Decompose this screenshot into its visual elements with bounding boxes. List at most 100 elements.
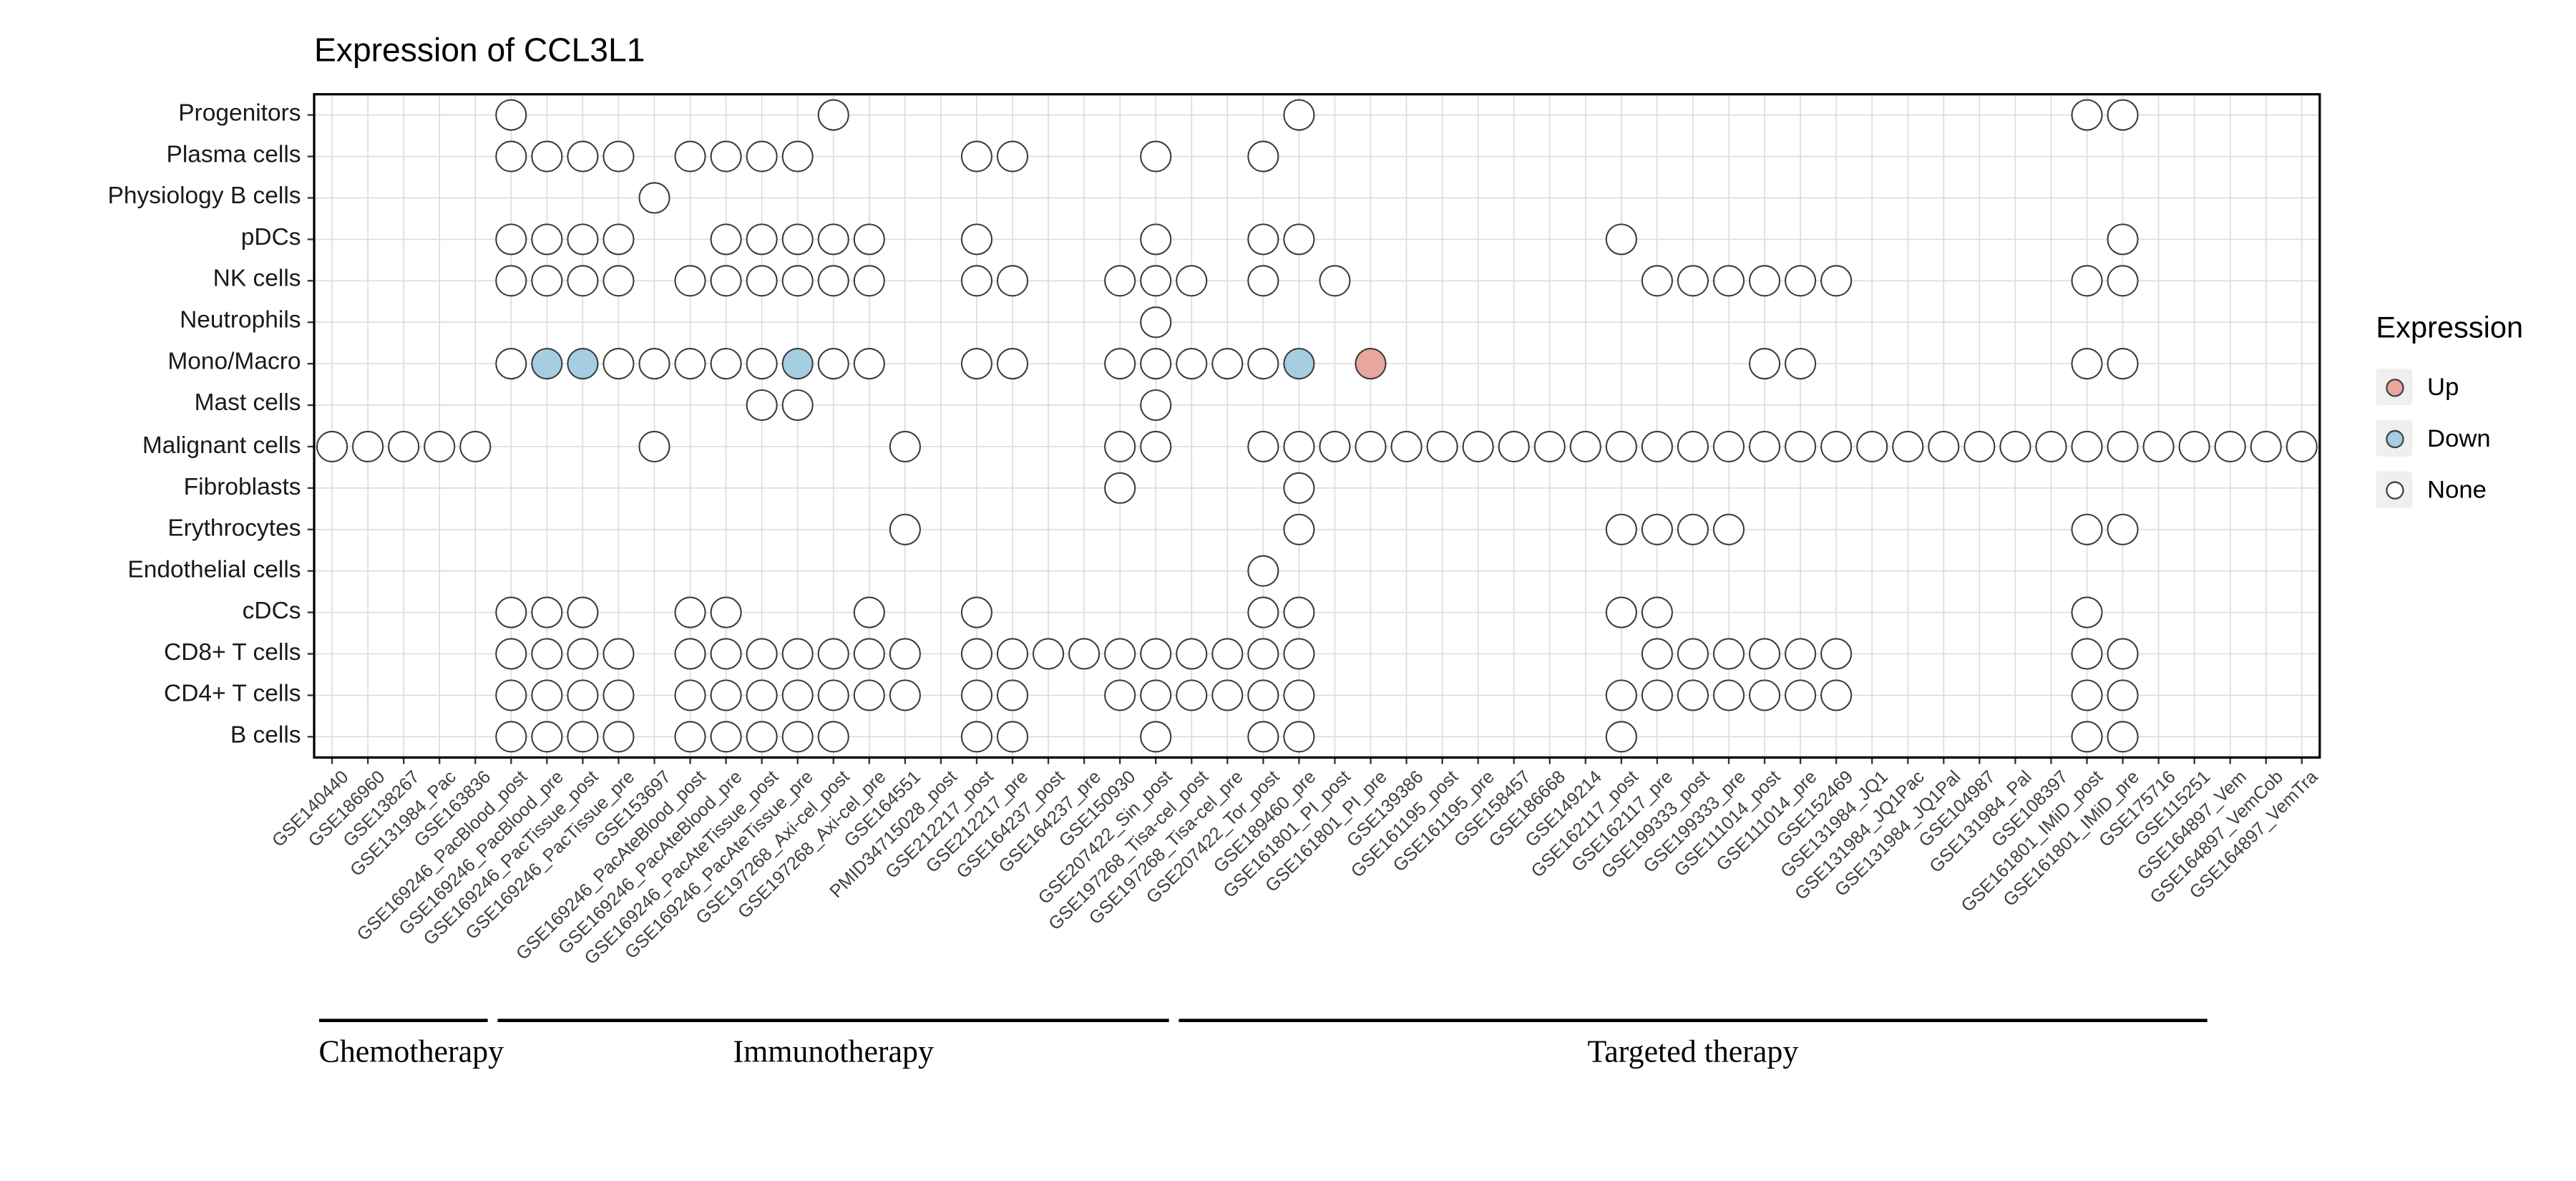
expression-dot-none (316, 430, 348, 463)
expression-dot-none (674, 721, 706, 753)
expression-dot-none (2071, 721, 2103, 753)
expression-dot-none (531, 596, 563, 628)
expression-dot-none (817, 348, 849, 380)
expression-dot-none (746, 348, 778, 380)
expression-dot-none (602, 721, 635, 753)
expression-dot-none (1677, 638, 1709, 670)
legend-item-label: Up (2427, 373, 2459, 402)
y-axis-label: pDCs (240, 225, 301, 252)
expression-dot-none (996, 638, 1029, 670)
expression-dot-none (2107, 99, 2139, 131)
expression-dot-none (1247, 638, 1279, 670)
legend-dot-none-icon (2385, 480, 2404, 499)
expression-dot-none (2285, 430, 2318, 463)
legend-item-label: Down (2427, 424, 2491, 452)
expression-dot-none (602, 140, 635, 172)
expression-dot-none (1605, 513, 1637, 545)
expression-dot-none (1605, 223, 1637, 256)
expression-dot-none (853, 638, 885, 670)
expression-dot-none (1641, 638, 1673, 670)
expression-dot-none (1999, 430, 2031, 463)
expression-dot-none (1283, 99, 1315, 131)
expression-dot-none (960, 140, 993, 172)
expression-dot-none (1283, 596, 1315, 628)
expression-dot-none (1963, 430, 1996, 463)
expression-dot-none (710, 721, 742, 753)
expression-dot-none (2071, 99, 2103, 131)
expression-dot-none (1712, 430, 1745, 463)
expression-dot-none (710, 638, 742, 670)
expression-dot-none (817, 721, 849, 753)
y-axis-label: Physiology B cells (107, 183, 301, 210)
expression-dot-none (781, 638, 814, 670)
expression-dot-none (889, 513, 921, 545)
expression-dot-none (1677, 513, 1709, 545)
expression-dot-none (746, 223, 778, 256)
therapy-group-label: Targeted therapy (1587, 1035, 1799, 1070)
expression-dot-down (567, 348, 599, 380)
expression-dot-none (638, 182, 670, 214)
expression-dot-none (352, 430, 384, 463)
expression-dot-none (602, 638, 635, 670)
expression-dot-none (1140, 265, 1172, 297)
expression-dot-none (567, 265, 599, 297)
y-axis-label: Erythrocytes (167, 515, 301, 543)
expression-dot-none (1068, 638, 1101, 670)
expression-dot-none (889, 679, 921, 711)
expression-dot-none (1820, 265, 1853, 297)
expression-dot-none (2250, 430, 2282, 463)
expression-dot-none (602, 679, 635, 711)
y-axis-label: CD8+ T cells (164, 639, 301, 666)
expression-dot-none (1104, 348, 1136, 380)
expression-dot-none (1533, 430, 1566, 463)
expression-dot-none (960, 721, 993, 753)
expression-dot-none (1176, 348, 1208, 380)
expression-dot-none (1712, 265, 1745, 297)
expression-dot-none (889, 638, 921, 670)
expression-dot-none (889, 430, 921, 463)
expression-dot-none (996, 265, 1029, 297)
expression-dot-none (1104, 679, 1136, 711)
expression-dot-none (1140, 638, 1172, 670)
expression-dot-down (1283, 348, 1315, 380)
y-axis-label: Progenitors (178, 101, 301, 127)
expression-dot-none (567, 223, 599, 256)
expression-dot-none (1247, 679, 1279, 711)
therapy-group-label: Immunotherapy (733, 1035, 934, 1070)
expression-dot-none (567, 596, 599, 628)
expression-dot-none (1785, 638, 1817, 670)
expression-dot-none (531, 679, 563, 711)
legend-key (2376, 419, 2413, 457)
expression-dot-none (1283, 721, 1315, 753)
expression-dot-none (674, 348, 706, 380)
expression-dot-none (495, 679, 527, 711)
expression-dot-none (710, 140, 742, 172)
expression-dot-none (1283, 513, 1315, 545)
therapy-group-line (497, 1019, 1169, 1022)
expression-dot-none (638, 430, 670, 463)
expression-dot-none (1176, 265, 1208, 297)
y-axis-label: Plasma cells (166, 142, 301, 169)
expression-dot-none (1605, 679, 1637, 711)
expression-dot-none (853, 348, 885, 380)
expression-dot-none (2071, 430, 2103, 463)
expression-dot-none (1283, 638, 1315, 670)
expression-dot-none (1247, 223, 1279, 256)
expression-dot-none (1677, 430, 1709, 463)
expression-dot-none (1641, 679, 1673, 711)
expression-dot-none (817, 223, 849, 256)
legend-key (2376, 471, 2413, 508)
expression-dot-none (710, 265, 742, 297)
expression-dot-none (817, 638, 849, 670)
expression-dot-none (531, 721, 563, 753)
y-axis-label: NK cells (213, 266, 301, 293)
expression-dot-none (746, 140, 778, 172)
therapy-group-label: Chemotherapy (318, 1035, 504, 1070)
expression-dot-none (1677, 265, 1709, 297)
expression-dot-none (1247, 348, 1279, 380)
y-axis-label: B cells (230, 722, 301, 749)
expression-dot-none (1748, 265, 1781, 297)
y-axis-label: Mast cells (194, 391, 301, 418)
